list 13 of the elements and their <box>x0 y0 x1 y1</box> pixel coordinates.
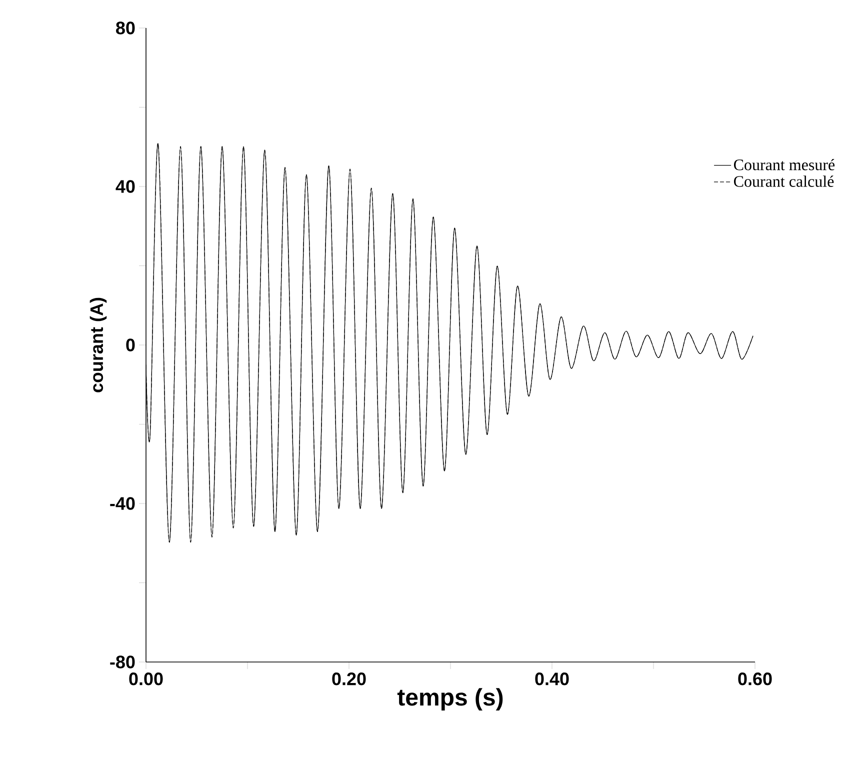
y-axis-title: courant (A) <box>90 298 107 392</box>
y-tick-label: 40 <box>116 180 135 193</box>
y-tick-label: -40 <box>110 497 135 510</box>
y-tick-label: 80 <box>116 22 135 34</box>
legend-label: Courant mesuré <box>734 158 835 170</box>
x-tick-label: 0.20 <box>332 672 366 686</box>
y-tick-label: 0 <box>126 338 135 352</box>
legend-label: Courant calculé <box>734 176 834 187</box>
x-tick-label: 0.40 <box>535 672 569 686</box>
x-axis-title: temps (s) <box>397 688 503 710</box>
y-tick-label: -80 <box>110 656 135 668</box>
x-tick-label: 0.60 <box>738 672 772 686</box>
x-tick-label: 0.00 <box>129 672 163 686</box>
